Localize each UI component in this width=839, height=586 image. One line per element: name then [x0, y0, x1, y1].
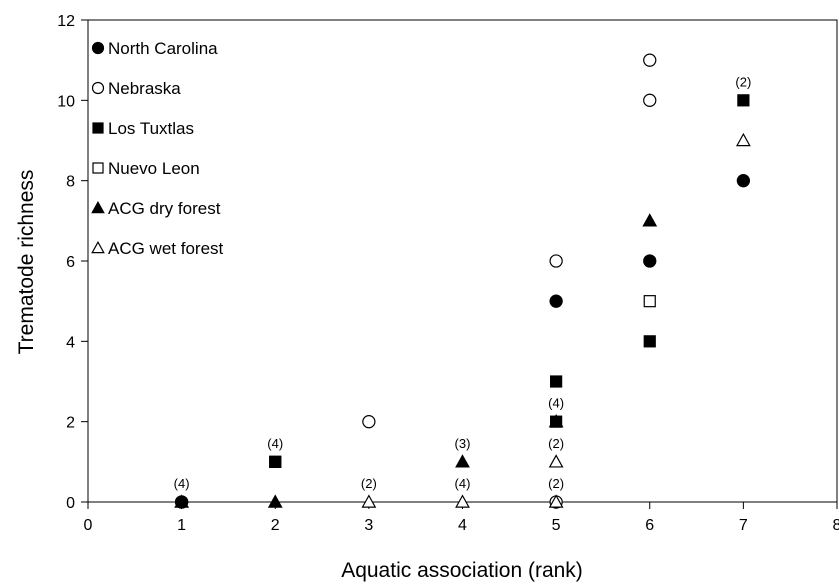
count-annotation: (4): [174, 476, 190, 491]
count-annotation: (4): [267, 436, 283, 451]
point-nebraska: [643, 53, 657, 67]
y-tick-label: 12: [57, 13, 75, 30]
y-axis-title: Trematode richness: [15, 170, 38, 355]
legend-label-acg-dry-forest: ACG dry forest: [108, 199, 221, 218]
y-tick-label: 6: [66, 254, 75, 271]
point-acg-dry-forest: [174, 494, 190, 508]
point-los-tuxtlas: [269, 455, 282, 468]
x-tick-label: 3: [364, 517, 373, 534]
count-annotation: (2): [548, 436, 564, 451]
y-tick-label: 8: [66, 174, 75, 191]
point-los-tuxtlas: [737, 94, 750, 107]
point-north-carolina: [643, 254, 657, 268]
legend-label-acg-wet-forest: ACG wet forest: [108, 239, 224, 258]
point-nebraska: [643, 93, 657, 107]
x-tick-label: 6: [645, 517, 654, 534]
point-count-annotations: (4) (4) (2) (3) (4) (4) (2) (2) (2): [174, 74, 752, 491]
count-annotation: (3): [455, 436, 471, 451]
x-tick-label: 4: [458, 517, 467, 534]
point-nuevo-leon: [643, 295, 656, 308]
plot-frame: [87, 19, 838, 503]
count-annotation: (4): [455, 476, 471, 491]
point-acg-dry-forest: [548, 414, 564, 428]
count-annotation: (2): [735, 74, 751, 89]
legend-label-north-carolina: North Carolina: [108, 39, 218, 58]
count-annotation: (2): [548, 476, 564, 491]
legend-marker-nuevo-leon: [92, 162, 104, 174]
x-tick-label: 2: [271, 517, 280, 534]
point-acg-wet-forest: [548, 494, 564, 508]
legend-label-nuevo-leon: Nuevo Leon: [108, 159, 200, 178]
y-tick-label: 2: [66, 415, 75, 432]
x-tick-label: 5: [552, 517, 561, 534]
legend-label-nebraska: Nebraska: [108, 79, 181, 98]
point-acg-wet-forest: [455, 494, 470, 508]
x-axis-title: Aquatic association (rank): [341, 559, 583, 582]
y-tick-label: 10: [57, 93, 75, 110]
legend: North Carolina Nebraska Los Tuxtlas Nuevo L…: [91, 39, 224, 258]
point-acg-wet-forest: [548, 454, 564, 468]
legend-marker-north-carolina: [91, 41, 105, 55]
point-los-tuxtlas: [643, 335, 656, 348]
axes: [87, 19, 838, 503]
data-points: [174, 53, 751, 509]
legend-marker-acg-dry-forest: [91, 200, 105, 214]
point-acg-wet-forest: [735, 132, 751, 147]
point-acg-dry-forest: [455, 454, 470, 468]
point-nebraska: [362, 415, 376, 429]
point-acg-dry-forest: [642, 213, 658, 227]
point-los-tuxtlas: [550, 375, 563, 388]
count-annotation: (2): [361, 476, 377, 491]
point-north-carolina: [549, 294, 563, 308]
x-tick-label: 0: [84, 517, 93, 534]
y-tick-label: 4: [66, 334, 75, 351]
y-tick-label: 0: [66, 495, 75, 512]
x-tick-label: 8: [833, 517, 839, 534]
legend-marker-los-tuxtlas: [92, 122, 104, 134]
point-north-carolina: [736, 174, 751, 188]
legend-marker-nebraska: [91, 81, 105, 95]
point-nebraska: [549, 254, 563, 268]
x-tick-label: 1: [177, 517, 186, 534]
legend-marker-acg-wet-forest: [91, 240, 105, 254]
count-annotation: (4): [548, 396, 564, 411]
legend-label-los-tuxtlas: Los Tuxtlas: [108, 119, 194, 138]
point-acg-wet-forest: [361, 494, 377, 508]
point-acg-dry-forest: [267, 494, 283, 508]
x-tick-label: 7: [739, 517, 748, 534]
